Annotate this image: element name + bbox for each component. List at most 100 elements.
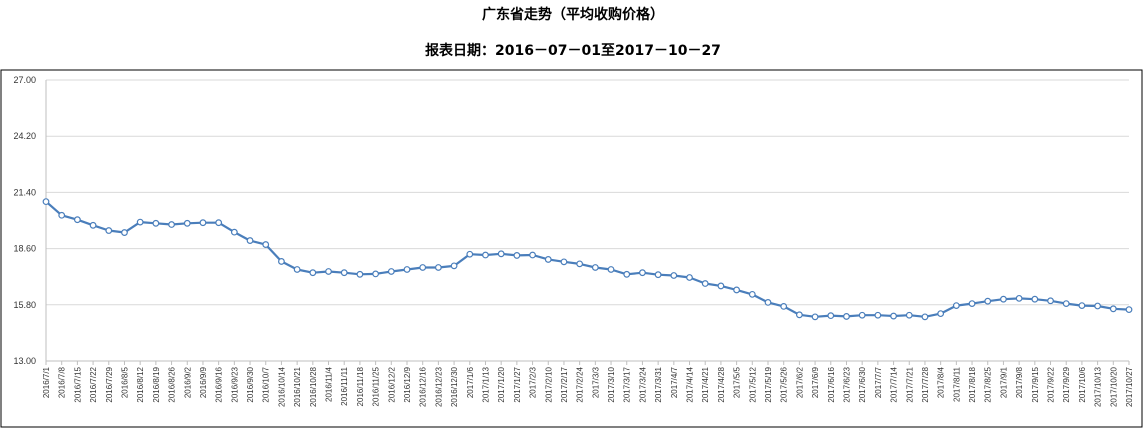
series-line	[45, 200, 1130, 318]
x-tick-label: 2017/5/19	[764, 366, 773, 402]
x-tick-label: 2016/9/2	[183, 366, 192, 398]
data-point	[905, 311, 913, 319]
x-tick-label: 2016/7/1	[42, 366, 51, 398]
x-tick-label: 2016/8/19	[152, 366, 161, 402]
data-point	[1000, 295, 1007, 303]
y-tick-label: 27.00	[13, 75, 36, 85]
data-point	[325, 268, 332, 275]
data-point	[1031, 295, 1039, 303]
y-tick-label: 13.00	[13, 356, 36, 366]
data-point	[937, 310, 945, 318]
data-point	[1109, 305, 1117, 313]
data-point	[827, 312, 835, 320]
data-point	[701, 280, 709, 287]
x-tick-label: 2017/5/12	[748, 366, 757, 402]
x-tick-label: 2017/2/10	[544, 366, 553, 402]
x-tick-label: 2017/8/18	[968, 366, 977, 402]
data-point	[686, 274, 693, 281]
data-point	[968, 300, 976, 307]
x-tick-label: 2016/9/9	[199, 366, 208, 398]
data-point	[984, 297, 992, 305]
grid-lines	[46, 79, 1129, 362]
data-point	[340, 269, 348, 277]
data-point	[1078, 302, 1086, 310]
data-point	[387, 268, 395, 275]
data-point	[356, 270, 364, 278]
data-point	[293, 266, 301, 273]
x-tick-label: 2017/1/6	[466, 366, 475, 398]
data-point	[497, 250, 505, 258]
x-tick-label: 2017/8/4	[937, 366, 946, 398]
x-tick-label: 2017/9/22	[1047, 366, 1056, 402]
x-tick-label: 2017/1/20	[497, 366, 506, 402]
x-tick-label: 2017/6/9	[811, 366, 820, 398]
data-point	[183, 219, 191, 227]
x-tick-label: 2017/10/27	[1125, 366, 1134, 407]
data-point	[42, 198, 50, 206]
data-point	[639, 269, 646, 277]
x-tick-label: 2017/3/3	[591, 366, 600, 398]
data-point	[576, 260, 584, 268]
x-tick-label: 2017/8/11	[952, 366, 961, 402]
data-point	[591, 264, 599, 271]
x-tick-label: 2017/4/7	[670, 366, 679, 398]
x-tick-label: 2017/3/10	[607, 366, 616, 402]
x-tick-label: 2016/12/16	[419, 366, 428, 407]
axes	[0, 69, 1143, 428]
x-tick-label: 2016/10/7	[262, 366, 271, 402]
data-point	[560, 258, 568, 266]
data-point	[795, 311, 803, 319]
data-point	[890, 312, 897, 320]
x-tick-label: 2017/9/1	[999, 366, 1008, 398]
x-tick-label: 2016/10/28	[309, 366, 318, 407]
data-point	[58, 211, 66, 219]
x-tick-label: 2017/2/24	[576, 366, 585, 402]
data-point	[764, 298, 772, 306]
data-point	[136, 218, 144, 226]
data-point	[874, 311, 882, 319]
x-tick-label: 2017/2/3	[529, 366, 538, 398]
data-point	[811, 313, 819, 321]
data-point	[843, 313, 850, 320]
x-tick-label: 2016/9/16	[215, 366, 224, 402]
x-tick-label: 2016/10/21	[293, 366, 302, 407]
data-point	[733, 286, 741, 294]
x-tick-label: 2016/8/26	[168, 366, 177, 402]
data-point	[513, 252, 521, 259]
data-point	[466, 250, 474, 258]
data-point	[230, 228, 238, 236]
x-tick-label: 2017/9/15	[1031, 366, 1040, 402]
x-tick-label: 2016/11/18	[356, 366, 365, 406]
data-point	[168, 221, 175, 228]
data-point	[858, 311, 866, 319]
x-tick-label: 2017/7/21	[905, 366, 914, 402]
x-tick-label: 2017/6/16	[827, 366, 836, 402]
x-tick-label: 2016/7/15	[73, 366, 82, 402]
x-tick-label: 2017/7/14	[890, 366, 899, 402]
data-point	[89, 221, 97, 229]
x-tick-label: 2017/3/24	[638, 366, 647, 402]
x-tick-label: 2017/9/29	[1062, 366, 1071, 402]
x-tick-label: 2017/10/20	[1109, 366, 1118, 407]
data-point	[670, 272, 678, 279]
data-point	[403, 266, 411, 273]
x-tick-label: 2016/12/30	[450, 366, 459, 407]
data-point	[607, 266, 615, 273]
chart-subtitle: 报表日期：2016－07－01至2017－10－27	[425, 43, 721, 59]
x-tick-label: 2017/6/2	[795, 366, 804, 398]
x-tick-label: 2016/9/23	[230, 366, 239, 402]
data-point	[952, 302, 960, 310]
data-point	[73, 216, 81, 224]
x-tick-label: 2016/7/8	[58, 366, 67, 398]
data-point	[529, 251, 536, 259]
y-tick-label: 15.80	[13, 300, 36, 310]
x-tick-label: 2017/10/6	[1078, 366, 1087, 402]
data-point	[262, 241, 270, 248]
x-tick-label: 2017/10/13	[1094, 366, 1103, 407]
data-point	[1047, 297, 1054, 305]
data-point	[105, 227, 113, 234]
data-point	[215, 219, 223, 227]
data-point	[121, 229, 128, 236]
x-tick-label: 2017/4/21	[701, 366, 710, 402]
y-tick-label: 24.20	[13, 131, 36, 141]
